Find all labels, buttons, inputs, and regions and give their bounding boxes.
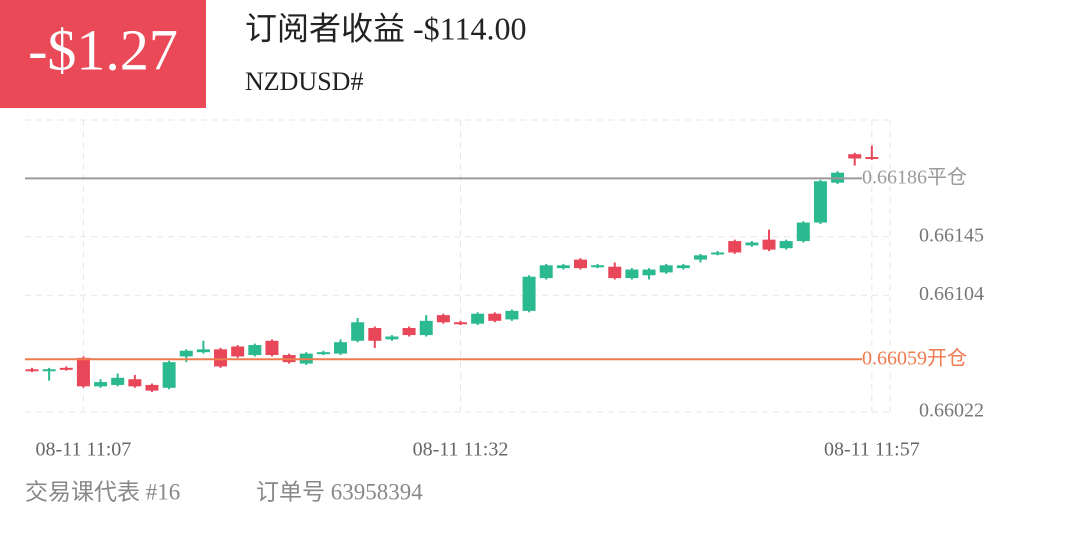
candle-body — [522, 276, 536, 311]
candle-body — [162, 362, 176, 388]
candle-body — [59, 367, 73, 370]
candle-body — [762, 239, 776, 250]
candle-body — [351, 322, 365, 341]
pnl-badge — [0, 0, 206, 108]
candle-body — [796, 222, 810, 242]
candle-body — [76, 357, 90, 387]
candle-body — [128, 379, 142, 387]
candle-body — [556, 265, 570, 269]
close-label: 0.66186平仓 — [862, 165, 967, 188]
candle-body — [471, 313, 485, 324]
order-number: 订单号 63958394 — [256, 479, 423, 504]
candle-body — [385, 336, 399, 340]
candle-body — [436, 315, 450, 323]
candle-body — [488, 313, 502, 321]
x-tick-label: 08-11 11:57 — [824, 439, 920, 461]
candle-body — [573, 259, 587, 269]
candle-body — [454, 322, 467, 325]
candle-body — [368, 327, 382, 341]
candle-body — [813, 181, 827, 223]
candle-body — [214, 349, 228, 367]
y-tick-label: 0.66022 — [919, 400, 984, 422]
candle-body — [728, 241, 742, 253]
candle-body — [42, 369, 56, 372]
candle-body — [779, 241, 793, 249]
open-price: 0.66059 — [862, 347, 927, 369]
candle-body — [608, 266, 622, 279]
candle-body — [231, 346, 245, 357]
candle-body — [745, 242, 759, 246]
pnl: -$1.27 — [28, 17, 178, 82]
x-tick-label: 08-11 11:07 — [36, 439, 132, 461]
symbol: NZDUSD# — [245, 67, 363, 96]
candle-body — [196, 349, 210, 353]
title: 订阅者收益 -$114.00 — [245, 10, 526, 46]
x-tick-label: 08-11 11:32 — [413, 439, 509, 461]
candle-body — [625, 269, 639, 279]
candle-body — [145, 384, 159, 391]
candle-body — [248, 345, 262, 356]
candle-body — [505, 310, 519, 320]
candle-body — [265, 340, 279, 356]
y-tick-label: 0.66145 — [919, 224, 984, 246]
candle-body — [539, 265, 553, 279]
candle-body — [711, 252, 725, 255]
candle-body — [316, 352, 330, 355]
candle-body — [402, 327, 416, 336]
candle-body — [693, 255, 707, 260]
y-tick-label: 0.66104 — [919, 283, 984, 305]
open-label: 0.66059开仓 — [862, 346, 967, 369]
candle-body — [111, 377, 125, 385]
close-text: 平仓 — [927, 165, 967, 188]
candle-body — [642, 269, 656, 276]
candle-body — [591, 265, 605, 268]
open-text: 开仓 — [927, 346, 967, 369]
candle-body — [94, 382, 108, 387]
candle-body — [334, 342, 348, 354]
candle-body — [179, 350, 193, 357]
candle-body — [659, 265, 673, 273]
candle-body — [419, 320, 433, 336]
candle-body — [676, 265, 690, 269]
candle-body — [25, 369, 39, 372]
candle-body — [865, 157, 879, 160]
teacher: 交易课代表 #16 — [25, 479, 180, 504]
candle-body — [848, 154, 862, 159]
close-price: 0.66186 — [862, 166, 927, 188]
